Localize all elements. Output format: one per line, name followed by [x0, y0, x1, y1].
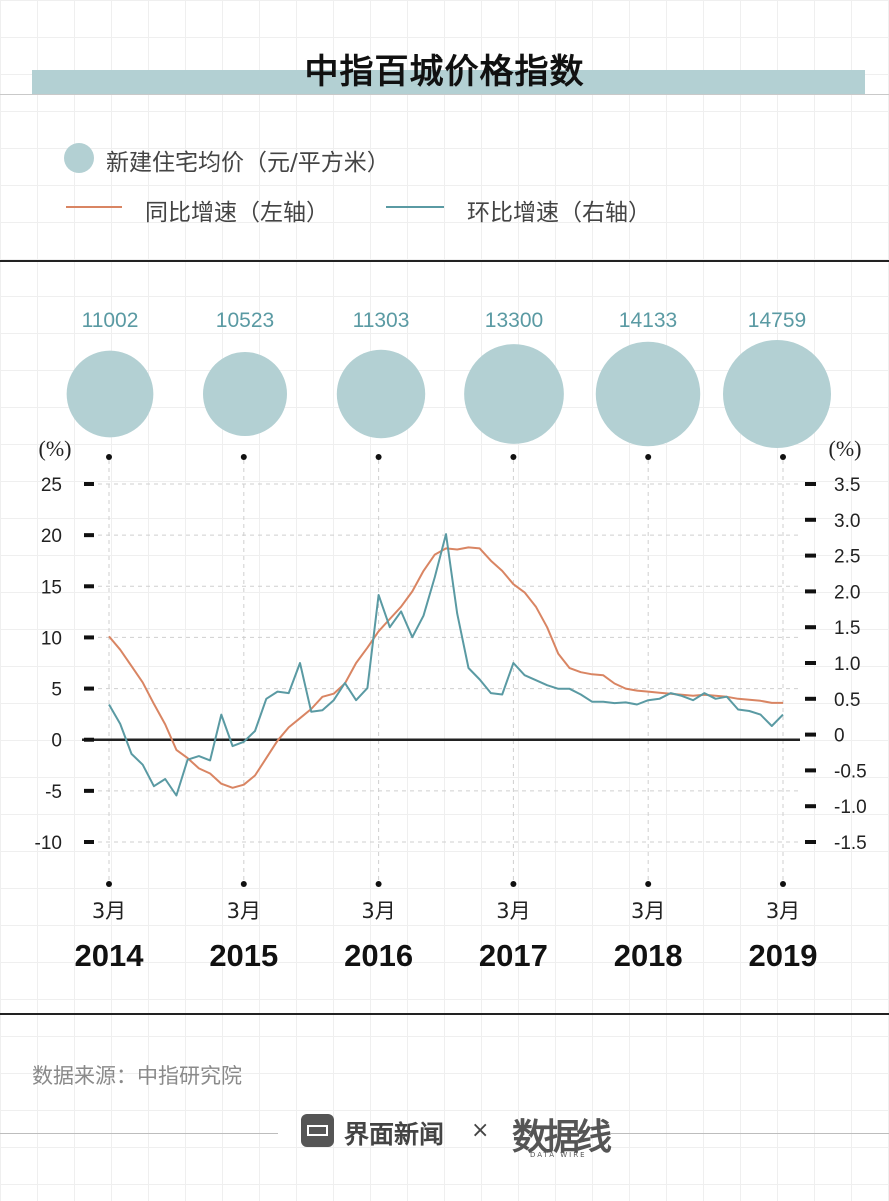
- data-source: 数据来源：中指研究院: [32, 1064, 242, 1088]
- jiemian-logo-mark: [307, 1125, 328, 1136]
- right-tick-label: -0.5: [834, 761, 867, 782]
- month-label: 3月: [361, 899, 395, 923]
- bottom-divider: [0, 1013, 889, 1015]
- right-tick-label: 0.5: [834, 690, 860, 711]
- bottom-tick-dot: [106, 881, 112, 887]
- top-tick-dot: [510, 454, 517, 460]
- top-tick-dot: [375, 454, 382, 460]
- legend-yoy-swatch: [66, 206, 122, 208]
- left-tick-label: 25: [41, 475, 62, 496]
- month-label: 3月: [766, 899, 800, 923]
- legend-bubble-swatch: [64, 143, 94, 173]
- left-tick-label: -5: [45, 782, 62, 803]
- year-label: 2019: [749, 938, 818, 973]
- right-tick-label: 2.5: [834, 547, 860, 568]
- left-tick-label: 15: [41, 577, 62, 598]
- mom-series-line: [108, 533, 784, 797]
- footer-rule-left: [0, 1133, 278, 1134]
- price-label: 13300: [485, 309, 543, 332]
- top-tick-dot: [106, 454, 112, 460]
- times-sign: ×: [471, 1118, 490, 1143]
- right-tick-label: 3.5: [834, 475, 860, 496]
- year-label: 2018: [614, 938, 683, 973]
- month-label: 3月: [631, 899, 665, 923]
- legend-mom-label: 环比增速（右轴）: [467, 200, 651, 226]
- right-tick-label: 1.0: [834, 654, 860, 675]
- chart-title: 中指百城价格指数: [304, 52, 585, 92]
- right-tick-label: 2.0: [834, 582, 860, 603]
- price-bubble: [336, 349, 426, 439]
- jiemian-logo-icon: [301, 1114, 334, 1147]
- bottom-tick-dot: [645, 881, 652, 887]
- brand-name: 界面新闻: [344, 1120, 445, 1149]
- right-axis-unit: (%): [829, 436, 862, 461]
- datawire-logo: 数据线: [512, 1116, 612, 1158]
- price-bubble: [595, 341, 701, 447]
- yoy-series-line: [108, 546, 783, 789]
- month-label: 3月: [92, 899, 126, 923]
- left-tick-label: -10: [35, 833, 62, 854]
- title-band: [32, 70, 865, 94]
- price-label: 14133: [619, 309, 677, 332]
- price-label: 10523: [216, 309, 274, 332]
- bottom-tick-dot: [510, 881, 517, 887]
- right-tick-label: -1.0: [834, 797, 867, 818]
- price-label: 11002: [82, 309, 139, 332]
- top-tick-dot: [240, 454, 247, 460]
- left-tick-label: 5: [51, 680, 62, 701]
- year-label: 2016: [344, 938, 413, 973]
- bottom-tick-dot: [240, 881, 247, 887]
- bottom-tick-dot: [375, 881, 382, 887]
- footer-rule-right: [611, 1133, 889, 1134]
- right-tick-label: 3.0: [834, 511, 860, 532]
- title-rule: [0, 94, 889, 95]
- price-label: 11303: [353, 309, 410, 332]
- top-tick-dot: [780, 454, 786, 460]
- legend-yoy-label: 同比增速（左轴）: [145, 200, 329, 226]
- left-tick-label: 0: [51, 731, 62, 752]
- datawire-logo-sub: DATA WIRE: [530, 1151, 587, 1159]
- year-label: 2014: [75, 938, 145, 973]
- right-tick-label: 1.5: [834, 618, 860, 639]
- year-label: 2015: [209, 938, 278, 973]
- right-tick-label: 0: [834, 726, 845, 747]
- legend-bubble-label: 新建住宅均价（元/平方米）: [106, 150, 390, 176]
- price-bubble: [464, 344, 564, 444]
- legend-mom-swatch: [386, 206, 444, 208]
- price-label: 14759: [748, 309, 806, 332]
- year-label: 2017: [479, 938, 548, 973]
- price-bubble: [723, 340, 831, 448]
- top-tick-dot: [645, 454, 652, 460]
- left-tick-label: 20: [41, 526, 62, 547]
- price-bubble: [203, 352, 287, 436]
- month-label: 3月: [496, 899, 530, 923]
- left-tick-label: 10: [41, 628, 62, 649]
- top-divider: [0, 260, 889, 262]
- price-bubble: [66, 350, 154, 438]
- bottom-tick-dot: [780, 881, 786, 887]
- right-tick-label: -1.5: [834, 833, 867, 854]
- month-label: 3月: [227, 899, 261, 923]
- left-axis-unit: (%): [39, 436, 72, 461]
